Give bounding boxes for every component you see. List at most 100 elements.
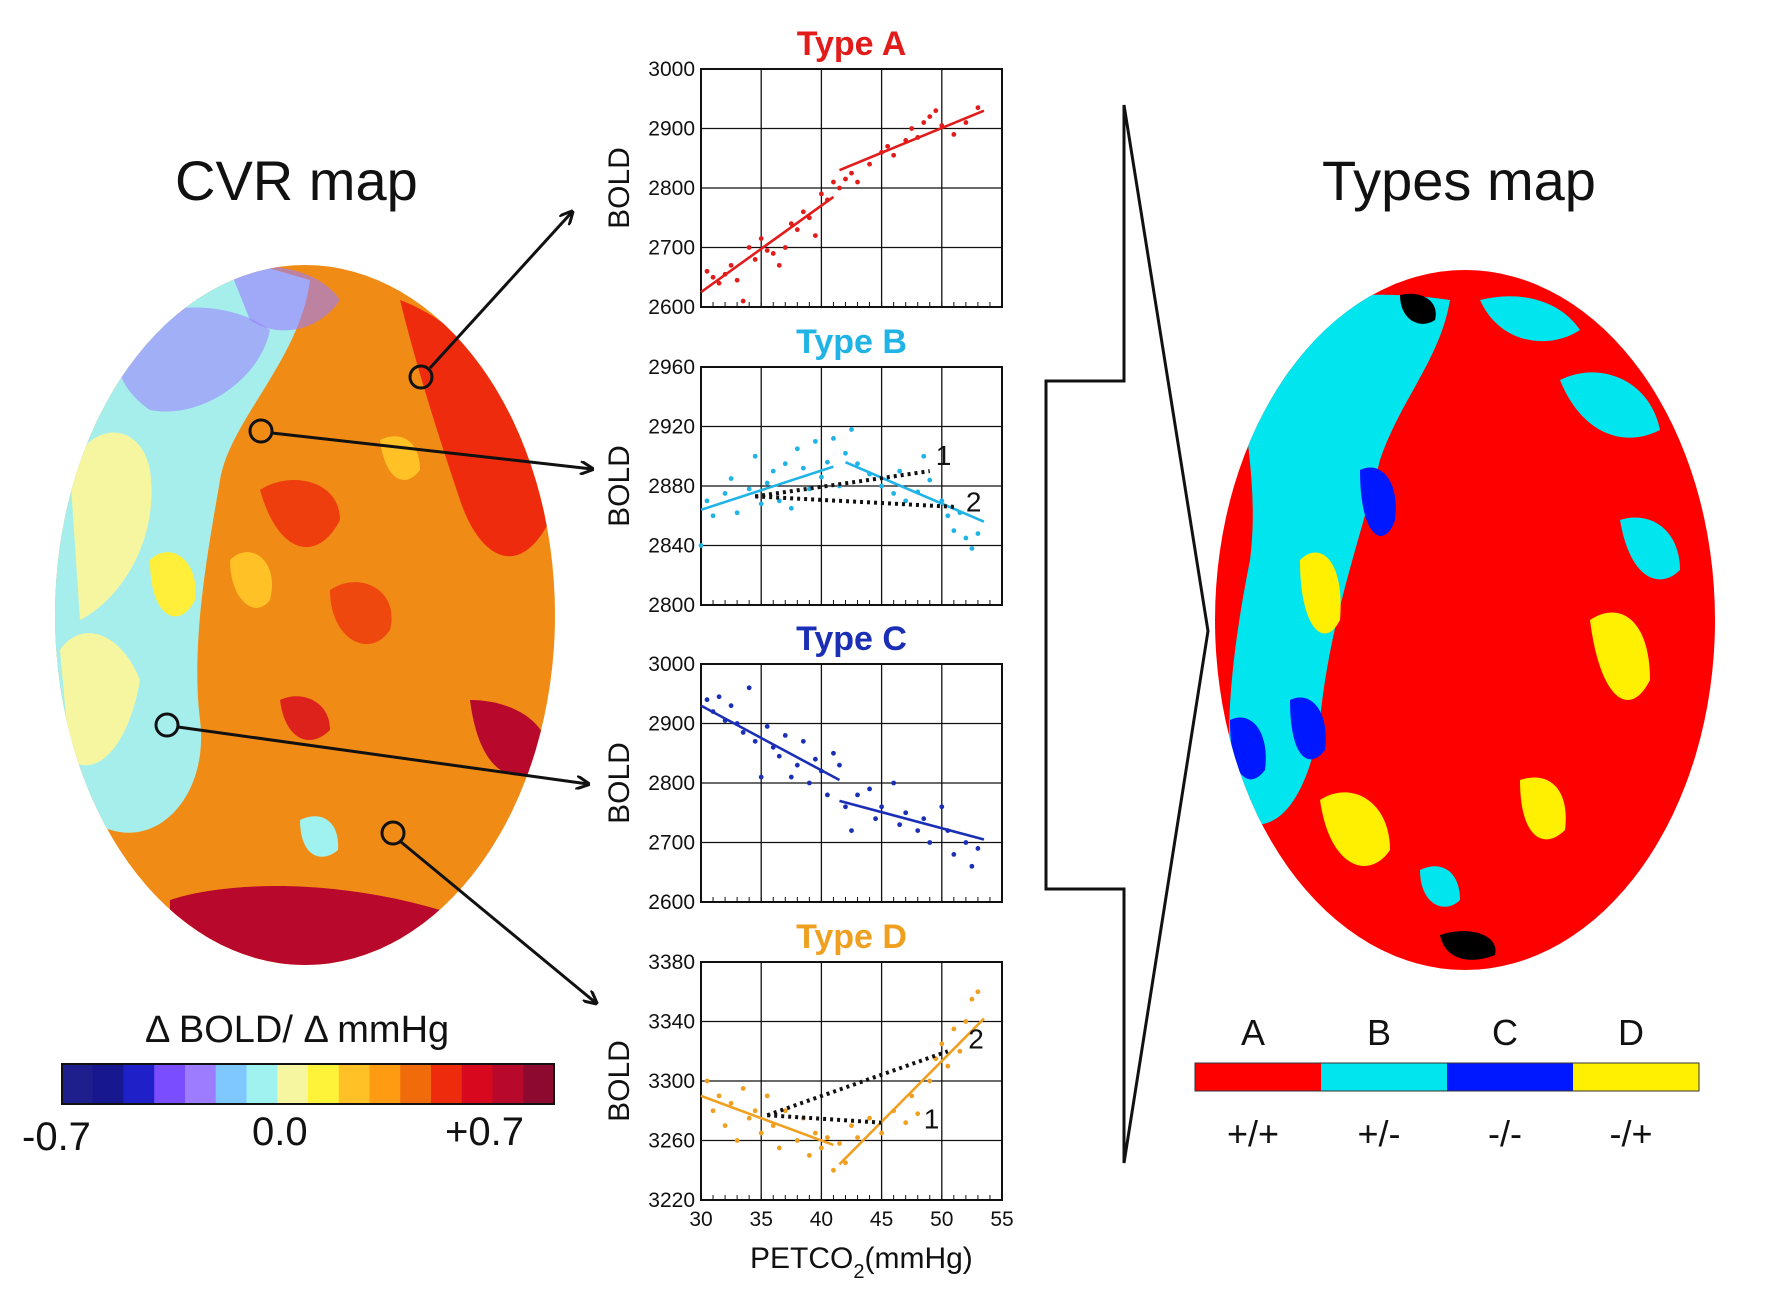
colorbar-mid-label: 0.0 — [252, 1110, 308, 1154]
data-point — [855, 1135, 860, 1140]
data-point — [975, 105, 981, 111]
data-point — [855, 179, 860, 185]
y-tick-label: 3300 — [648, 1070, 695, 1093]
data-point — [740, 1086, 746, 1091]
data-point — [957, 1048, 963, 1054]
data-point — [963, 1019, 969, 1024]
data-point — [716, 280, 722, 286]
data-point — [812, 438, 818, 444]
data-point — [969, 863, 975, 869]
y-axis-label: BOLD — [603, 147, 636, 229]
data-point — [879, 1130, 884, 1136]
data-point — [740, 298, 746, 304]
y-tick-label: 2840 — [648, 535, 695, 558]
data-point — [831, 750, 836, 756]
data-point — [975, 531, 981, 536]
data-point — [927, 114, 933, 119]
fit-line — [700, 704, 841, 782]
data-point — [909, 1093, 915, 1099]
data-point — [849, 1123, 854, 1129]
data-point — [819, 1145, 824, 1151]
y-tick-label: 2700 — [648, 237, 695, 260]
colorbar-segment — [246, 1064, 278, 1104]
data-point — [951, 132, 957, 137]
data-point — [897, 822, 903, 828]
colorbar-segment — [308, 1064, 340, 1104]
legend-letter: B — [1367, 1012, 1391, 1053]
colorbar-segment — [154, 1064, 186, 1104]
data-point — [800, 465, 806, 471]
data-point — [740, 730, 746, 735]
y-tick-label: 2880 — [648, 475, 695, 498]
x-tick-label: 35 — [750, 1208, 773, 1231]
y-tick-label: 2920 — [648, 416, 695, 439]
y-tick-label: 2960 — [648, 356, 695, 379]
x-tick-label: 40 — [810, 1208, 833, 1231]
legend-swatch — [1447, 1063, 1573, 1091]
plot-type-d: Type D 3380 3340 3300 3260 3220 BOLD 1 2 30 35 40 45… — [603, 918, 1014, 1231]
data-point — [734, 1138, 740, 1143]
data-point — [788, 505, 794, 511]
data-point — [843, 450, 848, 456]
data-point — [825, 792, 830, 798]
data-point — [831, 1167, 836, 1173]
legend-sign: -/+ — [1609, 1113, 1652, 1154]
legend-letter: C — [1492, 1012, 1518, 1053]
data-point — [837, 762, 842, 768]
data-point — [891, 152, 897, 158]
plot-title: Type A — [797, 25, 907, 63]
y-tick-label: 2900 — [648, 713, 695, 736]
y-tick-label: 2800 — [648, 177, 695, 200]
y-axis-label: BOLD — [603, 742, 636, 824]
data-point — [927, 840, 933, 845]
y-tick-label: 3000 — [648, 58, 695, 81]
data-point — [915, 1111, 921, 1117]
data-point — [782, 461, 788, 467]
data-point — [764, 724, 770, 729]
data-point — [915, 828, 921, 833]
data-point — [939, 804, 945, 810]
x-tick-label: 50 — [930, 1208, 953, 1231]
data-point — [794, 1138, 800, 1143]
plot-title: Type D — [796, 918, 907, 956]
plot-type-b: Type B 2960 2920 2880 2840 2800 BOLD 12 — [603, 323, 1003, 617]
data-point — [716, 1093, 722, 1099]
data-point — [849, 828, 854, 833]
data-point — [710, 513, 716, 519]
data-point — [921, 120, 927, 125]
colorbar-segment — [215, 1064, 247, 1104]
data-point — [855, 792, 860, 798]
data-point — [770, 251, 776, 256]
data-point — [764, 480, 770, 486]
data-point — [867, 1115, 872, 1121]
line-label: 1 — [924, 1104, 940, 1135]
data-point — [746, 685, 752, 691]
data-point — [843, 804, 848, 810]
data-point — [728, 476, 734, 481]
data-point — [728, 703, 734, 709]
data-point — [843, 176, 848, 182]
data-point — [909, 126, 915, 131]
data-point — [698, 543, 704, 548]
legend-letter: A — [1241, 1012, 1265, 1053]
plot-title: Type B — [796, 323, 907, 361]
data-point — [728, 262, 734, 268]
dashed-comparison-line — [767, 1113, 882, 1125]
plot-frame — [700, 68, 1003, 308]
types-legend: A +/+ B +/- C -/- D -/+ — [1194, 1012, 1700, 1154]
data-point — [722, 491, 728, 496]
data-point — [776, 753, 782, 759]
data-point — [885, 143, 891, 149]
colorbar-segment — [492, 1064, 524, 1104]
fit-line — [839, 799, 985, 841]
colorbar-segment — [461, 1064, 493, 1104]
line-label: 1 — [936, 440, 952, 471]
dashed-comparison-line — [754, 469, 931, 499]
data-point — [969, 996, 975, 1002]
data-point — [867, 786, 872, 792]
data-point — [734, 277, 740, 283]
data-point — [752, 738, 758, 744]
data-point — [782, 245, 788, 250]
data-point — [782, 733, 788, 738]
